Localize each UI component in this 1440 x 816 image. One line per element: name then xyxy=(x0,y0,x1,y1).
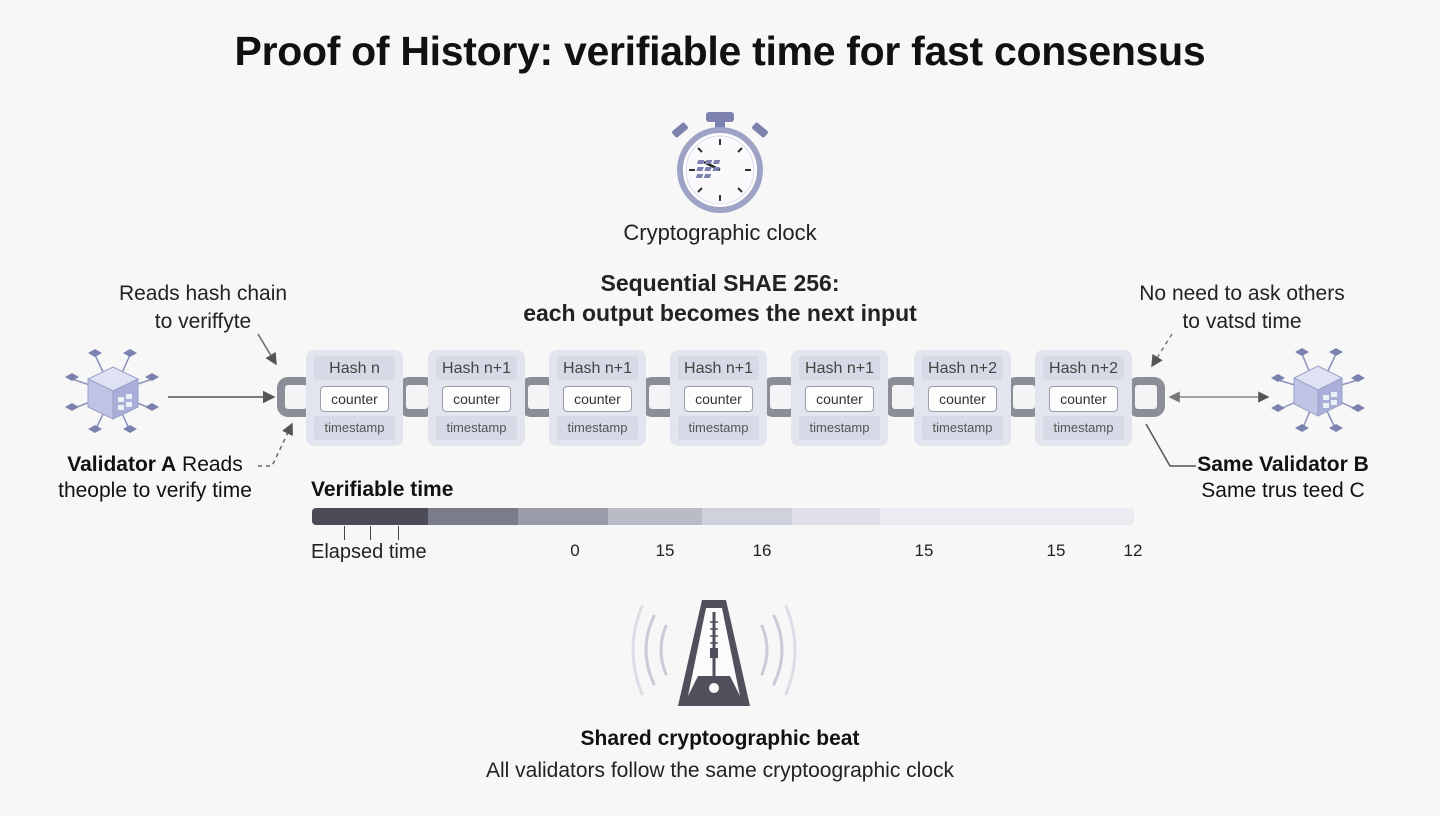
sequence-line-1: Sequential SHAE 256: xyxy=(600,270,840,296)
time-segment xyxy=(792,508,880,525)
clock-label: Cryptographic clock xyxy=(623,220,817,245)
stopwatch-icon xyxy=(672,112,768,213)
hash-label: Hash n xyxy=(314,356,395,380)
timestamp-field: timestamp xyxy=(799,416,880,440)
validator-node-icon xyxy=(65,349,159,433)
counter-field: counter xyxy=(684,386,753,412)
hash-label: Hash n+1 xyxy=(799,356,880,380)
sequence-caption: Sequential SHAE 256: each output becomes… xyxy=(420,268,1020,328)
timestamp-field: timestamp xyxy=(922,416,1003,440)
tick-label: 16 xyxy=(752,541,772,560)
timestamp-field: timestamp xyxy=(436,416,517,440)
hash-label: Hash n+2 xyxy=(1043,356,1124,380)
sequence-line-2: each output becomes the next input xyxy=(523,300,917,326)
verifiable-time-bar xyxy=(312,508,1134,525)
timestamp-field: timestamp xyxy=(1043,416,1124,440)
no-ask-pointer xyxy=(1151,333,1173,368)
validator-a-line-2: theople to verify time xyxy=(58,479,252,502)
tick-mark xyxy=(398,526,399,540)
counter-field: counter xyxy=(563,386,632,412)
timestamp-field: timestamp xyxy=(678,416,759,440)
metronome-icon xyxy=(631,600,797,706)
tick-label: 15 xyxy=(655,541,675,560)
hash-block: Hash n+1 counter timestamp xyxy=(549,350,646,446)
beat-subtitle: All validators follow the same cryptoogr… xyxy=(485,759,955,782)
right-annotation: No need to ask others to vatsd time xyxy=(1122,280,1362,336)
read-pointer xyxy=(257,333,277,366)
time-segment xyxy=(702,508,792,525)
hash-block: Hash n+2 counter timestamp xyxy=(914,350,1011,446)
verifiable-time-title: Verifiable time xyxy=(311,478,454,501)
right-note-line-1: No need to ask others xyxy=(1139,282,1345,305)
elapsed-time-label: Elapsed time xyxy=(311,541,427,563)
validator-a-label: Validator A Reads theople to verify time xyxy=(30,452,280,504)
counter-field: counter xyxy=(442,386,511,412)
left-note-line-1: Reads hash chain xyxy=(118,282,288,305)
validator-a-line-1: Validator A Reads xyxy=(30,452,280,478)
time-segment xyxy=(880,508,1134,525)
right-note-line-2: to vatsd time xyxy=(1182,310,1302,333)
counter-field: counter xyxy=(928,386,997,412)
tick-label: 0 xyxy=(570,541,580,560)
hash-block: Hash n counter timestamp xyxy=(306,350,403,446)
hash-block: Hash n+1 counter timestamp xyxy=(791,350,888,446)
tick-label: 15 xyxy=(1046,541,1066,560)
counter-field: counter xyxy=(320,386,389,412)
hash-block: Hash n+1 counter timestamp xyxy=(428,350,525,446)
left-annotation: Reads hash chain to veriffyte xyxy=(100,280,306,336)
hash-label: Hash n+1 xyxy=(557,356,638,380)
validator-b-line-2: Same trus teed C xyxy=(1201,479,1365,502)
left-note-line-2: to veriffyte xyxy=(154,310,252,333)
chain-link-icon xyxy=(1127,377,1165,417)
time-segment xyxy=(608,508,702,525)
validator-a-name: Validator A xyxy=(67,453,177,476)
tick-mark xyxy=(370,526,371,540)
hash-label: Hash n+1 xyxy=(436,356,517,380)
counter-field: counter xyxy=(805,386,874,412)
timestamp-field: timestamp xyxy=(557,416,638,440)
counter-field: counter xyxy=(1049,386,1118,412)
tick-label: 12 xyxy=(1123,541,1143,560)
hash-label: Hash n+1 xyxy=(678,356,759,380)
validator-b-name: Same Validator B xyxy=(1197,453,1369,476)
validator-node-icon xyxy=(1271,348,1365,432)
time-segment xyxy=(312,508,428,525)
time-segment xyxy=(518,508,608,525)
beat-title: Shared cryptoographic beat xyxy=(580,727,860,750)
tick-mark xyxy=(344,526,345,540)
tick-label: 15 xyxy=(914,541,934,560)
timestamp-field: timestamp xyxy=(314,416,395,440)
diagram-title: Proof of History: verifiable time for fa… xyxy=(234,28,1206,74)
hash-label: Hash n+2 xyxy=(922,356,1003,380)
time-segment xyxy=(428,508,518,525)
hash-block: Hash n+2 counter timestamp xyxy=(1035,350,1132,446)
validator-a-reads: Reads xyxy=(176,453,243,476)
validator-b-label: Same Validator B Same trus teed C xyxy=(1180,452,1386,504)
hash-block: Hash n+1 counter timestamp xyxy=(670,350,767,446)
